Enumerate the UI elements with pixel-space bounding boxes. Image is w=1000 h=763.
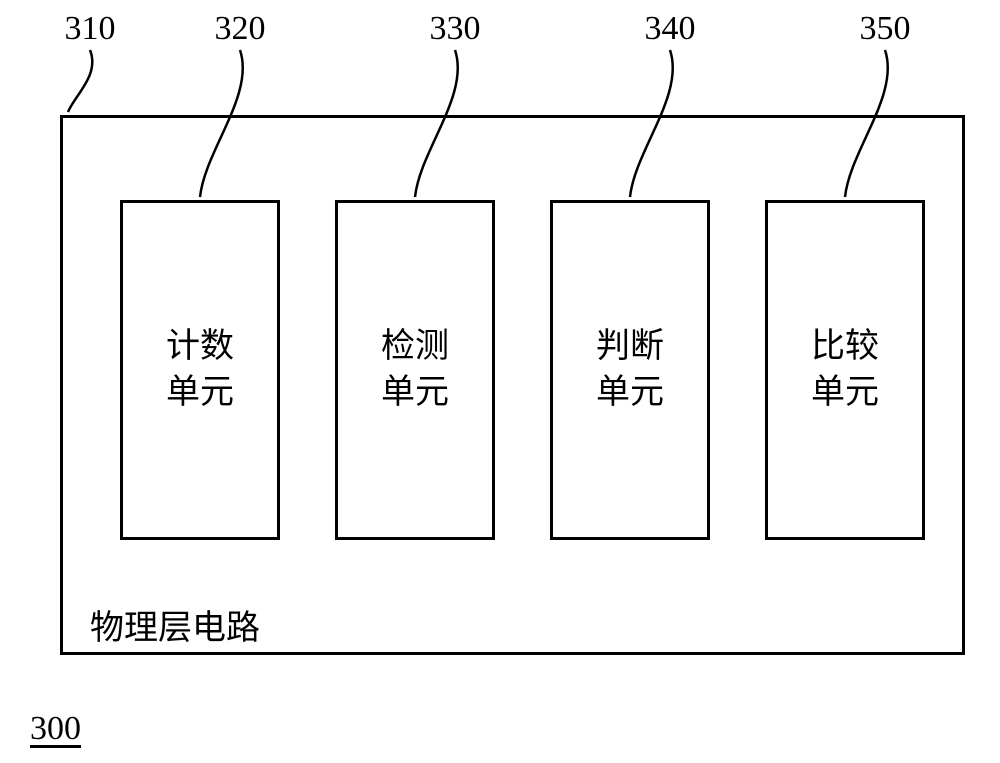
unit-label-line2: 单元 <box>166 374 234 411</box>
diagram-canvas: 310 320 330 340 350 计数 单元 检测 单元 判断 单元 比较… <box>0 0 1000 763</box>
unit-label-line1: 判断 <box>596 328 664 365</box>
unit-label-line2: 单元 <box>811 374 879 411</box>
unit-box-detection: 检测 单元 <box>335 200 495 540</box>
unit-label-line1: 计数 <box>166 328 234 365</box>
unit-box-comparison: 比较 单元 <box>765 200 925 540</box>
unit-label-line2: 单元 <box>596 374 664 411</box>
unit-label-line2: 单元 <box>381 374 449 411</box>
outer-box-caption: 物理层电路 <box>90 600 260 649</box>
unit-box-counting: 计数 单元 <box>120 200 280 540</box>
unit-box-judgment: 判断 单元 <box>550 200 710 540</box>
unit-label-line1: 检测 <box>381 328 449 365</box>
figure-number: 300 <box>30 710 81 748</box>
unit-label-line1: 比较 <box>811 328 879 365</box>
leader-310 <box>68 50 92 112</box>
